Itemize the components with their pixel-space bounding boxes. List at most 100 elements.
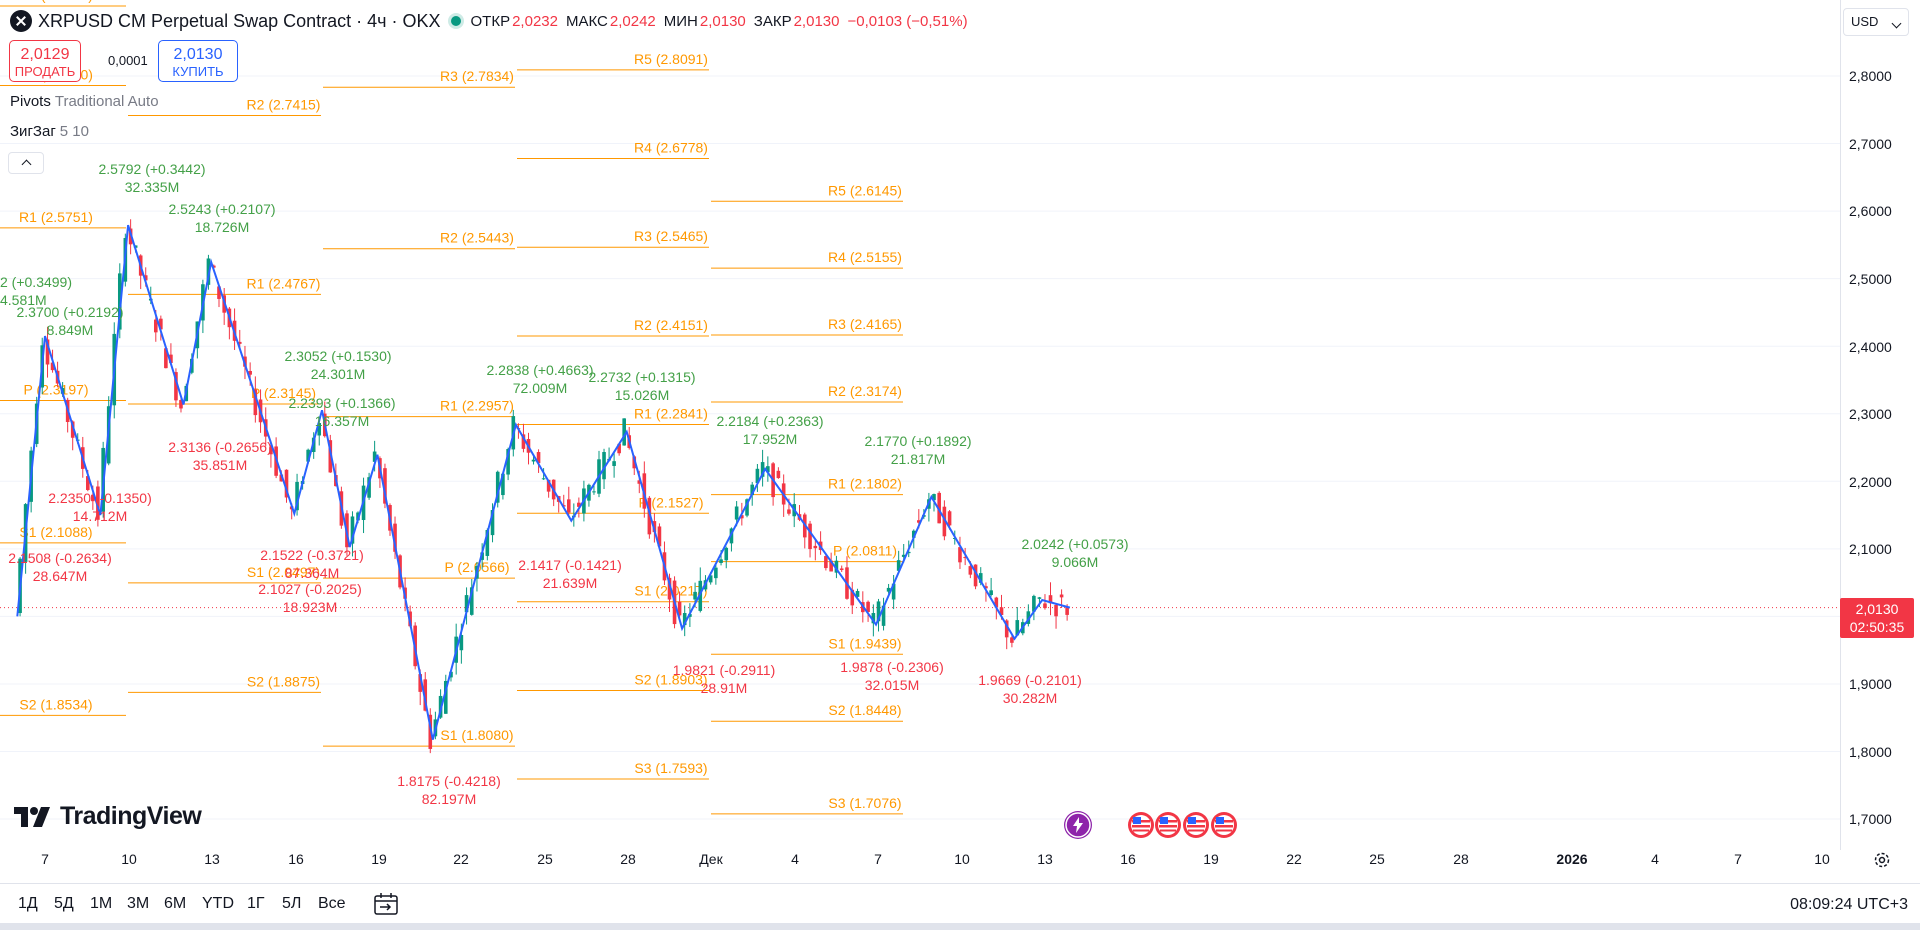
- price-axis[interactable]: 2,8000 2,7000 2,6000 2,5000 2,4000 2,300…: [1840, 0, 1920, 850]
- pivot-level-label: P (2.0811): [833, 543, 897, 559]
- range-6m-button[interactable]: 6М: [160, 890, 190, 918]
- open-label: ОТКР: [470, 12, 511, 30]
- zigzag-volume-label: 15.026M: [615, 387, 669, 403]
- price-tick: 2,7000: [1849, 136, 1892, 152]
- sell-price: 2,0129: [20, 46, 70, 63]
- candle-body: [963, 557, 967, 559]
- range-3m-button[interactable]: 3М: [123, 890, 153, 918]
- indicator-zigzag[interactable]: ЗигЗаг 5 10: [10, 123, 89, 140]
- currency-selector[interactable]: USD: [1843, 8, 1909, 36]
- currency-label: USD: [1851, 14, 1879, 29]
- candle-body: [418, 674, 423, 692]
- zigzag-price-label: 2.2184 (+0.2363): [716, 413, 823, 429]
- candle-body: [306, 449, 310, 462]
- indicator-pivots[interactable]: Pivots Traditional Auto: [10, 93, 159, 110]
- range-ytd-button[interactable]: YTD: [198, 890, 238, 918]
- candle-body: [984, 586, 988, 589]
- range-1d-button[interactable]: 1Д: [14, 890, 42, 918]
- time-tick: 10: [954, 851, 970, 867]
- low-label: МИН: [663, 12, 698, 30]
- tradingview-logo[interactable]: TradingView: [14, 800, 202, 832]
- bottom-strip: [0, 923, 1920, 930]
- clock[interactable]: 08:09:24 UTC+3: [1790, 896, 1908, 913]
- candle-body: [237, 341, 242, 344]
- us-flag-event-icon[interactable]: [1182, 811, 1210, 839]
- candle-body: [531, 459, 536, 462]
- zigzag-price-label: 2.3052 (+0.1530): [284, 348, 391, 364]
- candle-body: [829, 560, 833, 572]
- candle-body: [506, 449, 510, 475]
- us-flag-event-icon[interactable]: [1127, 811, 1155, 839]
- candle-body: [776, 470, 781, 479]
- candle-body: [657, 526, 662, 547]
- zigzag-price-label: 2.1522 (-0.3721): [260, 547, 364, 563]
- range-1y-button[interactable]: 1Г: [243, 890, 269, 918]
- us-flag-event-icon[interactable]: [1154, 811, 1182, 839]
- candle-body: [647, 497, 652, 535]
- range-all-button[interactable]: Все: [314, 890, 350, 918]
- range-1m-button[interactable]: 1М: [86, 890, 116, 918]
- indicator-params: Traditional Auto: [54, 93, 159, 110]
- time-tick: 4: [1651, 851, 1659, 867]
- candle-body: [698, 580, 703, 611]
- candle-body: [787, 509, 791, 514]
- candle-body: [50, 362, 55, 371]
- collapse-legend-button[interactable]: [8, 152, 44, 174]
- candle-body: [253, 389, 258, 416]
- zigzag-price-label: 1.8175 (-0.4218): [397, 773, 501, 789]
- candle-body: [999, 607, 1004, 616]
- candle-body: [501, 473, 505, 496]
- candle-body: [617, 443, 621, 454]
- buy-label: КУПИТЬ: [172, 64, 224, 79]
- candle-body: [1026, 611, 1031, 624]
- zigzag-volume-label: 87.364M: [285, 565, 339, 581]
- lightning-event-icon[interactable]: [1064, 811, 1092, 839]
- current-price-badge: 2,0130 02:50:35: [1840, 598, 1914, 638]
- candle-body: [901, 554, 906, 557]
- gear-icon[interactable]: [1872, 850, 1892, 870]
- time-tick: 10: [1814, 851, 1830, 867]
- time-axis[interactable]: 7 10 13 16 19 22 25 28 Дек 4 7 10 13 16 19 22 25 28 2026 4 7…: [0, 845, 1840, 875]
- zigzag-volume-label: 24.301M: [311, 366, 365, 382]
- calendar-icon[interactable]: [372, 890, 400, 918]
- zigzag-volume-label: 8.849M: [47, 322, 94, 338]
- candle-body: [719, 559, 723, 563]
- candle-body: [1010, 637, 1014, 643]
- pivot-level-label: R2 (2.3174): [828, 383, 902, 399]
- zigzag-price-label: 1.9669 (-0.2101): [978, 672, 1082, 688]
- candle-body: [217, 286, 221, 299]
- candle-body: [947, 511, 952, 526]
- current-price-label: 2,0130: [1855, 601, 1899, 617]
- chart-area[interactable]: R3 (2.9037)R2 (2.7860)R1 (2.5751)P (2.31…: [0, 0, 1840, 850]
- candle-body: [393, 523, 397, 552]
- zigzag-volume-label: 30.282M: [1003, 690, 1057, 706]
- pivot-level-label: P (2.3197): [23, 381, 88, 397]
- time-tick: Дек: [699, 851, 723, 867]
- change-value: −0,0103 (−0,51%): [847, 12, 968, 30]
- candle-body: [850, 589, 855, 606]
- buy-button[interactable]: 2,0130 КУПИТЬ: [158, 40, 238, 82]
- us-flag-event-icon[interactable]: [1210, 811, 1238, 839]
- candle-body: [896, 560, 901, 571]
- symbol-title[interactable]: XRPUSD CM Perpetual Swap Contract · 4ч ·…: [38, 10, 441, 31]
- range-5y-button[interactable]: 5Л: [278, 890, 305, 918]
- zigzag-volume-label: 21.639M: [543, 575, 597, 591]
- candle-body: [891, 583, 896, 600]
- price-tick: 1,7000: [1849, 811, 1892, 827]
- candle-body: [760, 462, 765, 477]
- low-value: 2,0130: [699, 12, 746, 30]
- candle-body: [876, 601, 881, 622]
- candle-body: [159, 318, 163, 330]
- price-tick: 2,3000: [1849, 406, 1892, 422]
- candle-body: [612, 461, 616, 466]
- range-5d-button[interactable]: 5Д: [50, 890, 78, 918]
- candle-body: [284, 469, 289, 498]
- zigzag-price-label: 2.5792 (+0.3442): [98, 161, 205, 177]
- pivot-level-label: R2 (2.7415): [247, 97, 321, 113]
- candle-body: [871, 613, 876, 624]
- sell-button[interactable]: 2,0129 ПРОДАТЬ: [9, 40, 81, 82]
- price-chart[interactable]: R3 (2.9037)R2 (2.7860)R1 (2.5751)P (2.31…: [0, 0, 1840, 850]
- time-tick: 7: [41, 851, 49, 867]
- candle-body: [91, 494, 95, 502]
- time-tick: 2026: [1556, 851, 1588, 867]
